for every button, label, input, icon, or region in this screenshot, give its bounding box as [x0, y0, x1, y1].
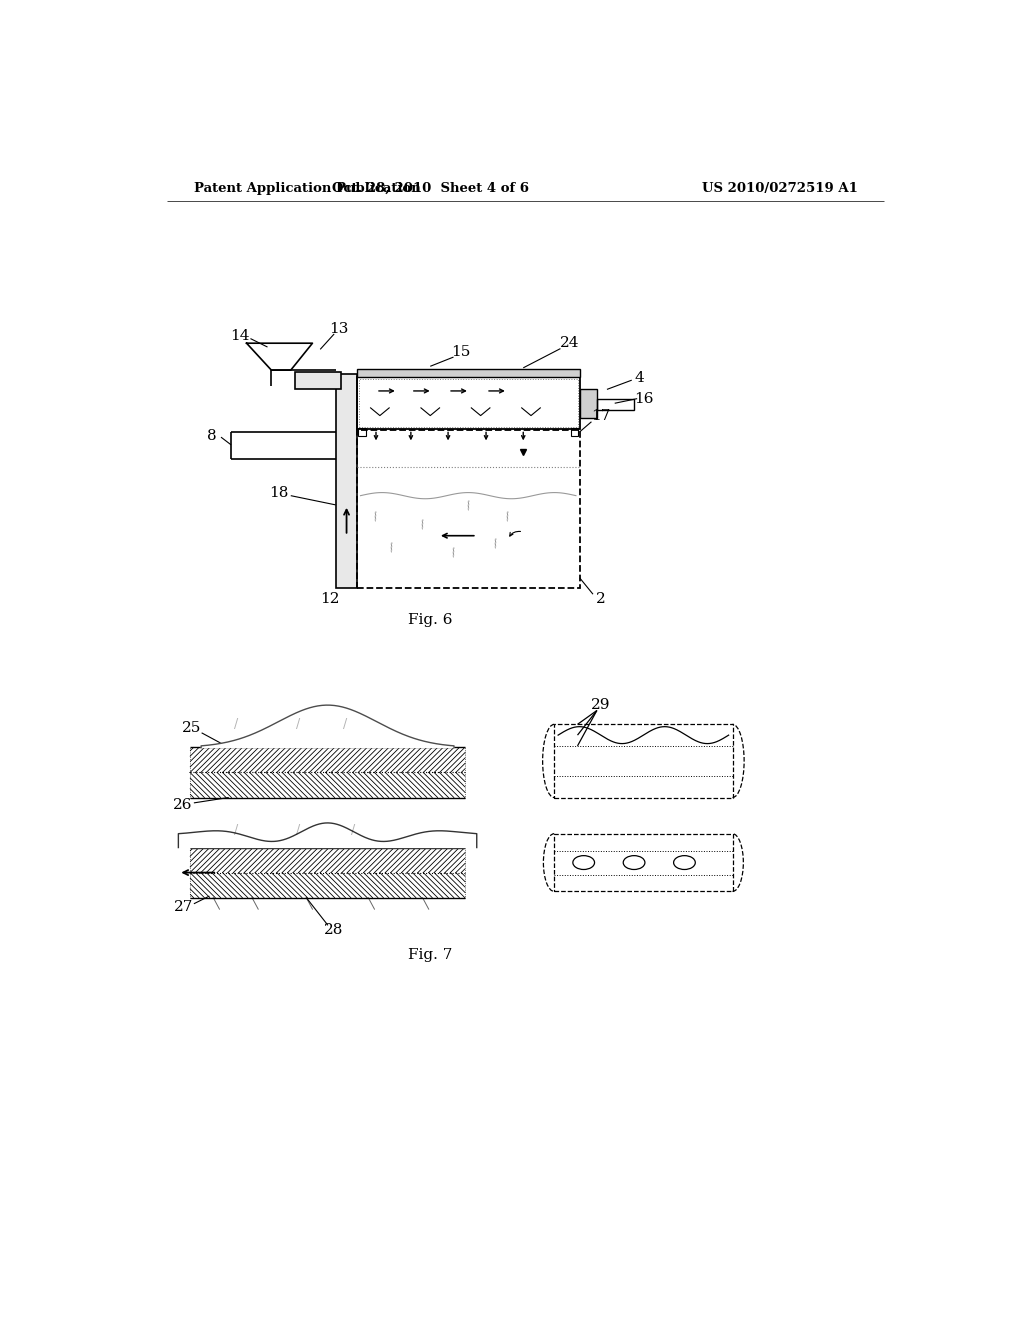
Text: /: /: [373, 511, 379, 521]
Bar: [580, 388, 597, 418]
Text: 26: 26: [172, 799, 193, 812]
Text: 14: 14: [230, 329, 250, 342]
Text: /: /: [420, 519, 426, 529]
Text: 8: 8: [207, 429, 216, 442]
Bar: [359, 379, 578, 428]
Text: 13: 13: [329, 322, 348, 337]
Bar: [356, 378, 580, 429]
Text: /: /: [493, 539, 500, 549]
Bar: [554, 725, 732, 797]
Text: 12: 12: [319, 591, 339, 606]
Text: 27: 27: [174, 900, 194, 913]
Text: 28: 28: [324, 923, 343, 937]
Text: 16: 16: [634, 392, 653, 405]
Text: /: /: [234, 718, 239, 731]
Text: 25: 25: [182, 721, 202, 735]
Bar: [554, 834, 732, 891]
Text: /: /: [505, 511, 511, 521]
Text: Patent Application Publication: Patent Application Publication: [194, 182, 421, 195]
Text: /: /: [350, 824, 355, 837]
Bar: [295, 372, 341, 389]
Text: /: /: [343, 718, 347, 731]
Text: Oct. 28, 2010  Sheet 4 of 6: Oct. 28, 2010 Sheet 4 of 6: [332, 182, 528, 195]
Text: 2: 2: [596, 591, 605, 606]
Text: 24: 24: [560, 337, 580, 350]
Text: /: /: [466, 499, 472, 511]
Text: /: /: [234, 824, 239, 837]
Text: 17: 17: [591, 409, 610, 424]
Bar: [597, 400, 634, 411]
Bar: [358, 428, 366, 436]
Text: /: /: [388, 543, 394, 553]
Text: Fig. 6: Fig. 6: [408, 614, 453, 627]
Bar: [356, 430, 580, 589]
Text: /: /: [451, 548, 457, 558]
Text: US 2010/0272519 A1: US 2010/0272519 A1: [701, 182, 857, 195]
Polygon shape: [178, 822, 477, 847]
Text: 18: 18: [269, 486, 289, 500]
Text: 29: 29: [591, 698, 610, 711]
Text: 15: 15: [452, 346, 471, 359]
Polygon shape: [201, 705, 454, 747]
Text: Fig. 7: Fig. 7: [408, 948, 453, 962]
Text: /: /: [296, 824, 301, 837]
Text: 4: 4: [635, 371, 644, 385]
Text: /: /: [296, 718, 301, 731]
Bar: [570, 428, 579, 436]
Bar: [336, 374, 357, 589]
Bar: [356, 370, 580, 378]
